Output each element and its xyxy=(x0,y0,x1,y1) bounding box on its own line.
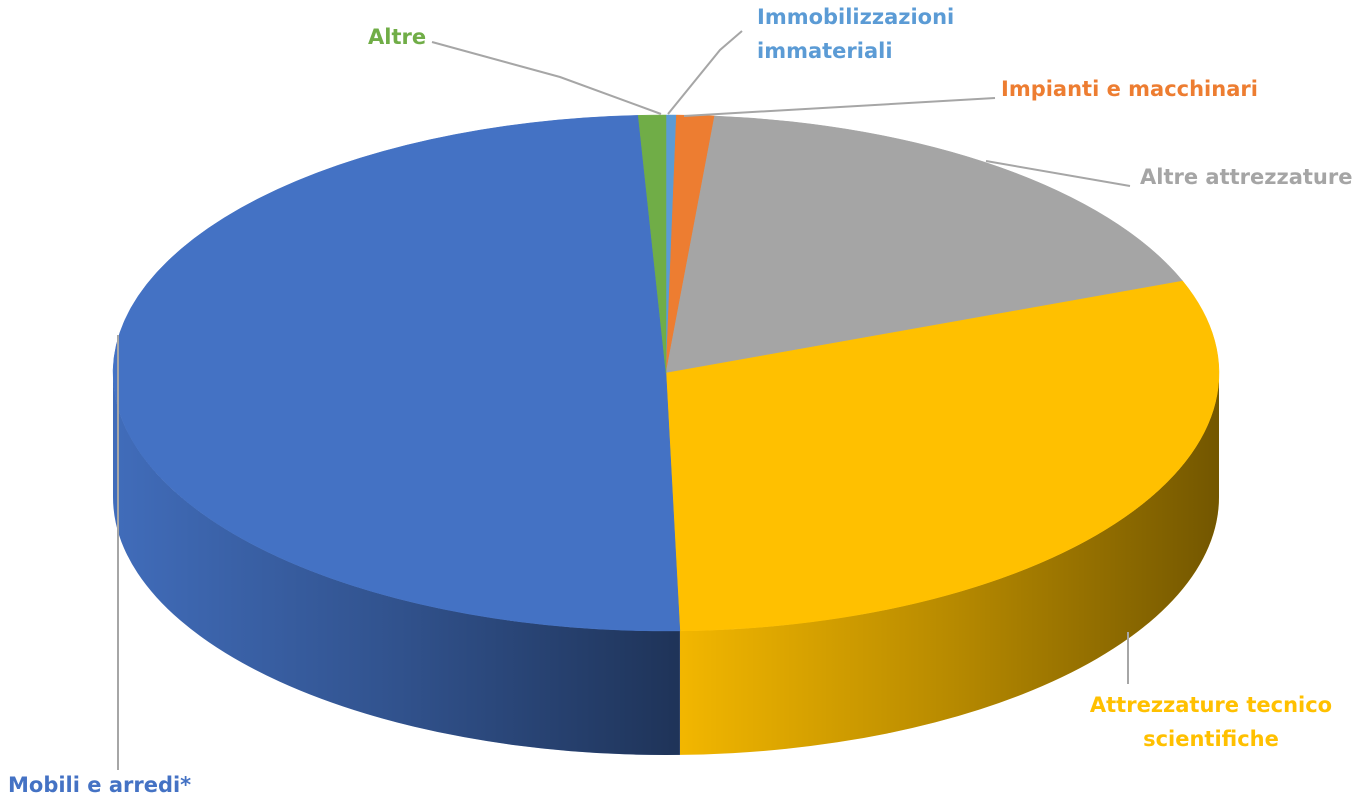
label-line: Altre xyxy=(368,25,426,49)
label-immobilizzazioni-immateriali: Immobilizzazioni immateriali xyxy=(757,5,954,63)
label-line: Mobili e arredi* xyxy=(8,773,191,797)
label-attrezzature-tecnico-scientifiche: Attrezzature tecnico scientifiche xyxy=(1090,693,1332,751)
label-mobili-e-arredi: Mobili e arredi* xyxy=(8,773,191,797)
label-line: immateriali xyxy=(757,39,893,63)
pie-top-faces xyxy=(112,114,1220,632)
pie-side-walls xyxy=(113,373,1219,755)
slice-altre-attrezzature xyxy=(665,115,1184,374)
slice-mobili-e-arredi xyxy=(112,115,681,632)
leader-line-altre-attrezzature xyxy=(985,160,1131,187)
label-impianti-e-macchinari: Impianti e macchinari xyxy=(1001,77,1258,101)
slice-labels: Immobilizzazioni immateriali Impianti e ma… xyxy=(8,5,1352,797)
slice-side-attrezzature-tecnico-scientifiche-shade xyxy=(679,373,1219,755)
leader-lines xyxy=(117,30,1131,770)
slice-attrezzature-tecnico-scientifiche xyxy=(665,280,1220,632)
label-line: Attrezzature tecnico xyxy=(1090,693,1332,717)
label-line: scientifiche xyxy=(1143,727,1279,751)
leader-line-altre xyxy=(431,41,662,115)
label-altre: Altre xyxy=(368,25,426,49)
label-line: Impianti e macchinari xyxy=(1001,77,1258,101)
leader-line-impianti-e-macchinari xyxy=(683,97,996,117)
slice-altre xyxy=(637,114,667,374)
label-altre-attrezzature: Altre attrezzature xyxy=(1140,165,1352,189)
leader-line-immobilizzazioni-immateriali xyxy=(667,30,743,115)
slice-side-mobili-e-arredi-shade xyxy=(113,373,680,755)
label-line: Altre attrezzature xyxy=(1140,165,1352,189)
label-line: Immobilizzazioni xyxy=(757,5,954,29)
